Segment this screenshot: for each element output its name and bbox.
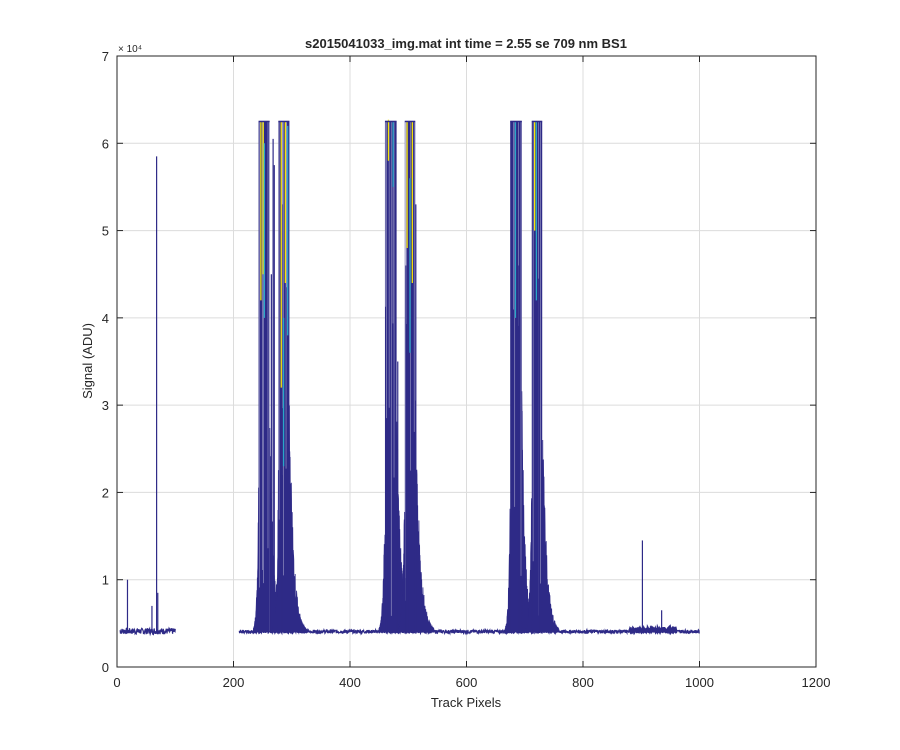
band-rise <box>252 487 259 633</box>
band-fill <box>384 121 397 633</box>
y-tick-label: 1 <box>102 573 109 588</box>
chart-title: s2015041033_img.mat int time = 2.55 se 7… <box>305 36 627 51</box>
y-tick-label: 6 <box>102 136 109 151</box>
y-exponent-label: × 10⁴ <box>118 44 142 55</box>
band-fill <box>510 121 522 633</box>
x-tick-label: 600 <box>456 675 478 690</box>
x-tick-label: 1000 <box>685 675 714 690</box>
band-tail <box>414 400 435 633</box>
y-tick-label: 4 <box>102 311 109 326</box>
x-axis-label: Track Pixels <box>431 695 502 710</box>
y-tick-label: 3 <box>102 398 109 413</box>
y-tick-label: 5 <box>102 224 109 239</box>
y-tick-label: 7 <box>102 49 109 64</box>
grid-lines <box>117 56 816 667</box>
baseline-trace <box>238 627 700 636</box>
x-tick-label: 0 <box>113 675 120 690</box>
band-rise <box>378 534 386 633</box>
axis-ticks: 0 200 400 600 800 1000 1200 0 1 2 3 4 5 6 7 <box>102 49 831 690</box>
band-rise <box>525 498 533 633</box>
band-rise <box>397 511 406 633</box>
x-tick-label: 800 <box>572 675 594 690</box>
band-rise <box>504 508 511 633</box>
data-series <box>119 119 700 637</box>
y-axis-label: Signal (ADU) <box>80 323 95 399</box>
baseline-trace <box>119 626 176 637</box>
y-tick-label: 2 <box>102 485 109 500</box>
x-tick-label: 400 <box>339 675 361 690</box>
hump-trace <box>628 623 678 636</box>
x-tick-label: 1200 <box>802 675 831 690</box>
y-tick-label: 0 <box>102 660 109 675</box>
band-fill <box>258 121 270 633</box>
band-tail <box>289 405 307 633</box>
band-fill <box>531 121 543 633</box>
x-tick-label: 200 <box>223 675 245 690</box>
band-tail <box>541 439 559 633</box>
